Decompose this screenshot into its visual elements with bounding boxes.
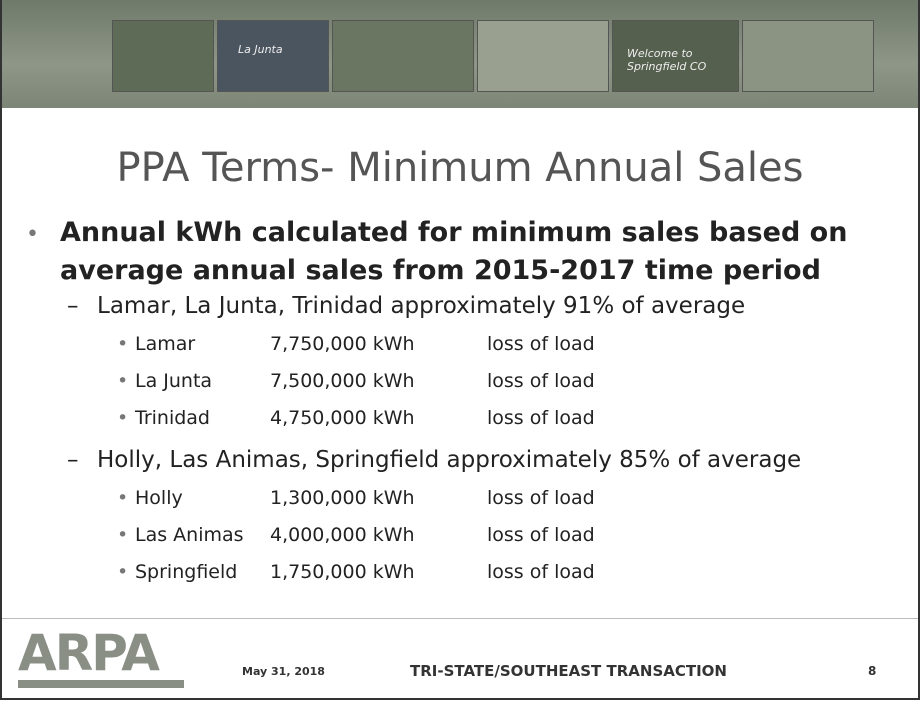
logo: ARPA <box>18 624 160 682</box>
bullet-dot: • <box>26 222 39 247</box>
date: May 31, 2018 <box>242 665 325 678</box>
sub-bullet-dash: – <box>67 293 79 319</box>
sub-bullet-dash: – <box>67 447 79 473</box>
item-name: Lamar <box>135 333 196 355</box>
banner-caption: La Junta <box>238 43 283 56</box>
item-amount: 7,750,000 kWh <box>270 333 415 355</box>
banner-photo <box>332 20 474 92</box>
banner-photo: Welcome to Springfield CO <box>612 20 739 92</box>
footer-title: TRI-STATE/SOUTHEAST TRANSACTION <box>410 662 727 680</box>
banner-photo <box>477 20 609 92</box>
item-dot: • <box>117 487 129 509</box>
page-number: 8 <box>868 664 877 678</box>
item-name: La Junta <box>135 370 213 392</box>
banner-photo: La Junta <box>217 20 329 92</box>
item-name: Las Animas <box>135 524 244 546</box>
item-note: loss of load <box>487 407 595 429</box>
logo-bar <box>18 680 184 688</box>
item-amount: 4,000,000 kWh <box>270 524 415 546</box>
banner: La Junta Welcome to Springfield CO <box>2 0 918 108</box>
item-note: loss of load <box>487 487 595 509</box>
item-name: Springfield <box>135 561 238 583</box>
item-name: Trinidad <box>135 407 210 429</box>
item-dot: • <box>117 407 129 429</box>
item-amount: 4,750,000 kWh <box>270 407 415 429</box>
item-note: loss of load <box>487 561 595 583</box>
item-dot: • <box>117 370 129 392</box>
title: PPA Terms- Minimum Annual Sales <box>116 145 804 191</box>
item-dot: • <box>117 524 129 546</box>
item-name: Holly <box>135 487 183 509</box>
bullet: Annual kWh calculated for minimum sales … <box>60 217 848 286</box>
item-note: loss of load <box>487 524 595 546</box>
item-note: loss of load <box>487 333 595 355</box>
sub-bullet: Lamar, La Junta, Trinidad approximately … <box>97 293 746 319</box>
item-dot: • <box>117 333 129 355</box>
banner-photo <box>742 20 874 92</box>
item-dot: • <box>117 561 129 583</box>
sub-bullet: Holly, Las Animas, Springfield approxima… <box>97 447 802 473</box>
banner-photo <box>112 20 214 92</box>
footer-divider <box>2 618 918 619</box>
item-amount: 1,300,000 kWh <box>270 487 415 509</box>
item-amount: 1,750,000 kWh <box>270 561 415 583</box>
banner-caption: Welcome to Springfield CO <box>627 47 707 73</box>
item-note: loss of load <box>487 370 595 392</box>
item-amount: 7,500,000 kWh <box>270 370 415 392</box>
